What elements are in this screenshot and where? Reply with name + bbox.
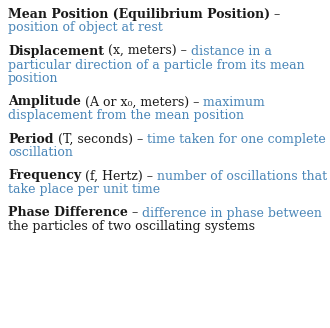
Text: number of oscillations that: number of oscillations that [153, 170, 327, 182]
Text: Phase Difference: Phase Difference [8, 207, 128, 219]
Text: maximum: maximum [199, 95, 265, 109]
Text: –: – [270, 8, 280, 21]
Text: oscillation: oscillation [8, 146, 73, 159]
Text: position: position [8, 72, 58, 85]
Text: –: – [128, 207, 138, 219]
Text: particular direction of a particle from its mean: particular direction of a particle from … [8, 58, 305, 72]
Text: time taken for one complete: time taken for one complete [143, 133, 325, 146]
Text: (T, seconds) –: (T, seconds) – [53, 133, 143, 146]
Text: distance in a: distance in a [187, 45, 272, 58]
Text: Period: Period [8, 133, 53, 146]
Text: (f, Hertz) –: (f, Hertz) – [81, 170, 153, 182]
Text: Mean Position (Equilibrium Position): Mean Position (Equilibrium Position) [8, 8, 270, 21]
Text: (A or x₀, meters) –: (A or x₀, meters) – [81, 95, 199, 109]
Text: the particles of two oscillating systems: the particles of two oscillating systems [8, 220, 255, 233]
Text: position of object at rest: position of object at rest [8, 22, 163, 34]
Text: Amplitude: Amplitude [8, 95, 81, 109]
Text: (x, meters) –: (x, meters) – [104, 45, 187, 58]
Text: displacement from the mean position: displacement from the mean position [8, 109, 244, 122]
Text: Frequency: Frequency [8, 170, 81, 182]
Text: difference in phase between: difference in phase between [138, 207, 322, 219]
Text: take place per unit time: take place per unit time [8, 183, 160, 196]
Text: Displacement: Displacement [8, 45, 104, 58]
